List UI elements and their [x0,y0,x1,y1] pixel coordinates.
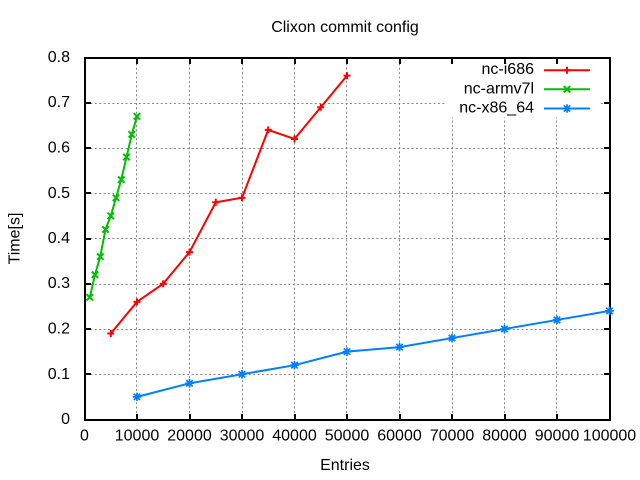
svg-text:Clixon commit config: Clixon commit config [271,19,419,36]
svg-text:0.5: 0.5 [48,185,70,202]
svg-text:40000: 40000 [272,428,317,445]
svg-text:0.4: 0.4 [48,230,70,247]
svg-text:nc-i686: nc-i686 [482,61,535,78]
svg-text:20000: 20000 [167,428,212,445]
svg-text:0.1: 0.1 [48,366,70,383]
svg-text:Entries: Entries [320,457,370,474]
svg-text:0.6: 0.6 [48,140,70,157]
svg-text:0: 0 [61,411,70,428]
svg-text:30000: 30000 [220,428,265,445]
svg-text:70000: 70000 [430,428,475,445]
svg-text:Time[s]: Time[s] [7,213,24,265]
svg-text:60000: 60000 [377,428,422,445]
svg-text:50000: 50000 [325,428,370,445]
svg-text:0.8: 0.8 [48,49,70,66]
svg-text:0: 0 [80,428,89,445]
svg-text:10000: 10000 [115,428,160,445]
svg-text:0.3: 0.3 [48,275,70,292]
svg-text:80000: 80000 [482,428,527,445]
svg-text:90000: 90000 [535,428,580,445]
svg-text:0.2: 0.2 [48,321,70,338]
svg-text:0.7: 0.7 [48,94,70,111]
svg-text:100000: 100000 [583,428,636,445]
svg-text:nc-armv7l: nc-armv7l [464,80,534,97]
svg-text:nc-x86_64: nc-x86_64 [459,100,534,117]
